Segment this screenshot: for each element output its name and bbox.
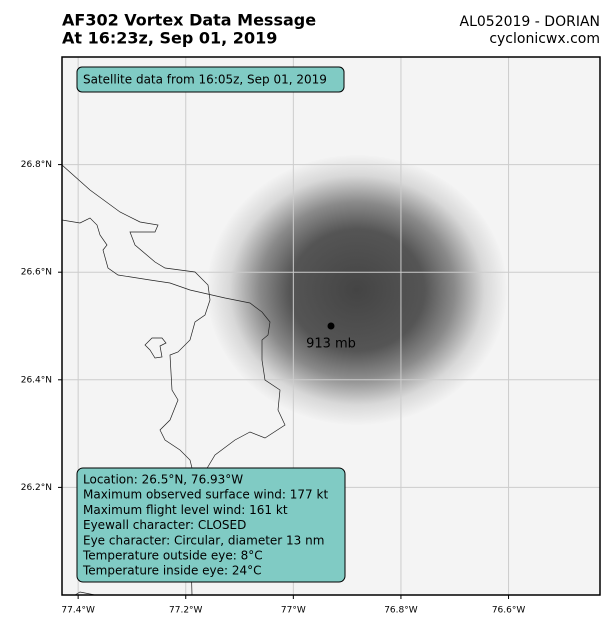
info-line: Temperature outside eye: 8°C <box>82 549 263 563</box>
coastline <box>62 164 286 595</box>
x-tick-label: 76.8°W <box>384 606 418 616</box>
x-tick-label: 77.2°W <box>169 606 203 616</box>
satellite-note-box <box>76 66 345 93</box>
info-line: Location: 26.5°N, 76.93°W <box>83 473 243 487</box>
satellite-note: Satellite data from 16:05z, Sep 01, 2019 <box>83 73 327 87</box>
title: AF302 Vortex Data Message <box>62 11 316 30</box>
source: cyclonicwx.com <box>489 31 600 47</box>
ticks: 77.4°W 77.2°W 77°W 76.8°W 76.6°W 26.2°N 26.4°N… <box>21 160 526 615</box>
y-tick-label: 26.8°N <box>21 160 52 170</box>
x-tick-label: 77°W <box>281 606 306 616</box>
x-tick-label: 77.4°W <box>61 606 95 616</box>
y-tick-label: 26.2°N <box>21 483 52 493</box>
subtitle: At 16:23z, Sep 01, 2019 <box>62 29 277 48</box>
island <box>144 337 167 359</box>
y-tick-label: 26.4°N <box>21 375 52 385</box>
vortex-center <box>327 322 335 330</box>
satellite-imagery <box>207 155 507 425</box>
y-tick-label: 26.6°N <box>21 268 52 278</box>
map-frame <box>61 56 601 596</box>
coast-line <box>62 164 211 595</box>
info-line: Maximum flight level wind: 161 kt <box>83 503 288 517</box>
info-line: Temperature inside eye: 24°C <box>82 564 262 578</box>
info-line: Eye character: Circular, diameter 13 nm <box>83 533 324 547</box>
coast-line <box>74 591 96 595</box>
info-line: Maximum observed surface wind: 177 kt <box>83 488 328 502</box>
info-box <box>76 467 346 583</box>
coast-line <box>62 217 286 481</box>
pressure-label: 913 mb <box>306 337 356 352</box>
center-group: 913 mb <box>306 322 356 352</box>
storm-id: AL052019 - DORIAN <box>460 14 600 30</box>
x-tick-label: 76.6°W <box>492 606 526 616</box>
info-line: Eyewall character: CLOSED <box>83 518 246 532</box>
